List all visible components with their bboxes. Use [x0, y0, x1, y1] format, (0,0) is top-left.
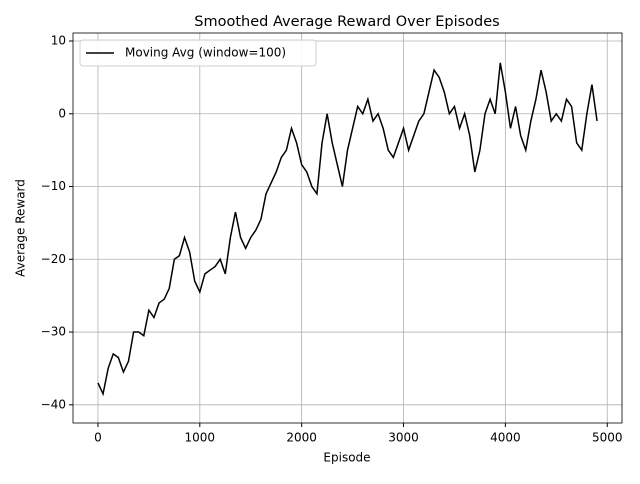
x-tick-label: 5000	[592, 431, 623, 445]
y-tick-label: −30	[41, 325, 66, 339]
y-tick-label: 0	[58, 106, 66, 120]
y-tick-label: −10	[41, 179, 66, 193]
x-tick-label: 4000	[490, 431, 521, 445]
legend-box	[79, 39, 317, 67]
x-tick-label: 0	[94, 431, 102, 445]
x-tick-label: 1000	[185, 431, 216, 445]
x-axis-label: Episode	[323, 451, 370, 465]
x-tick-label: 2000	[286, 431, 317, 445]
x-tick-label: 3000	[388, 431, 419, 445]
line-series	[97, 62, 598, 397]
plot-frame	[72, 32, 623, 424]
legend-label: Moving Avg (window=100)	[125, 46, 286, 60]
y-tick-label: −20	[41, 252, 66, 266]
y-tick-label: 10	[51, 34, 66, 48]
y-axis-label: Average Reward	[14, 179, 28, 277]
chart-title: Smoothed Average Reward Over Episodes	[194, 14, 499, 30]
y-tick-label: −40	[41, 397, 66, 411]
